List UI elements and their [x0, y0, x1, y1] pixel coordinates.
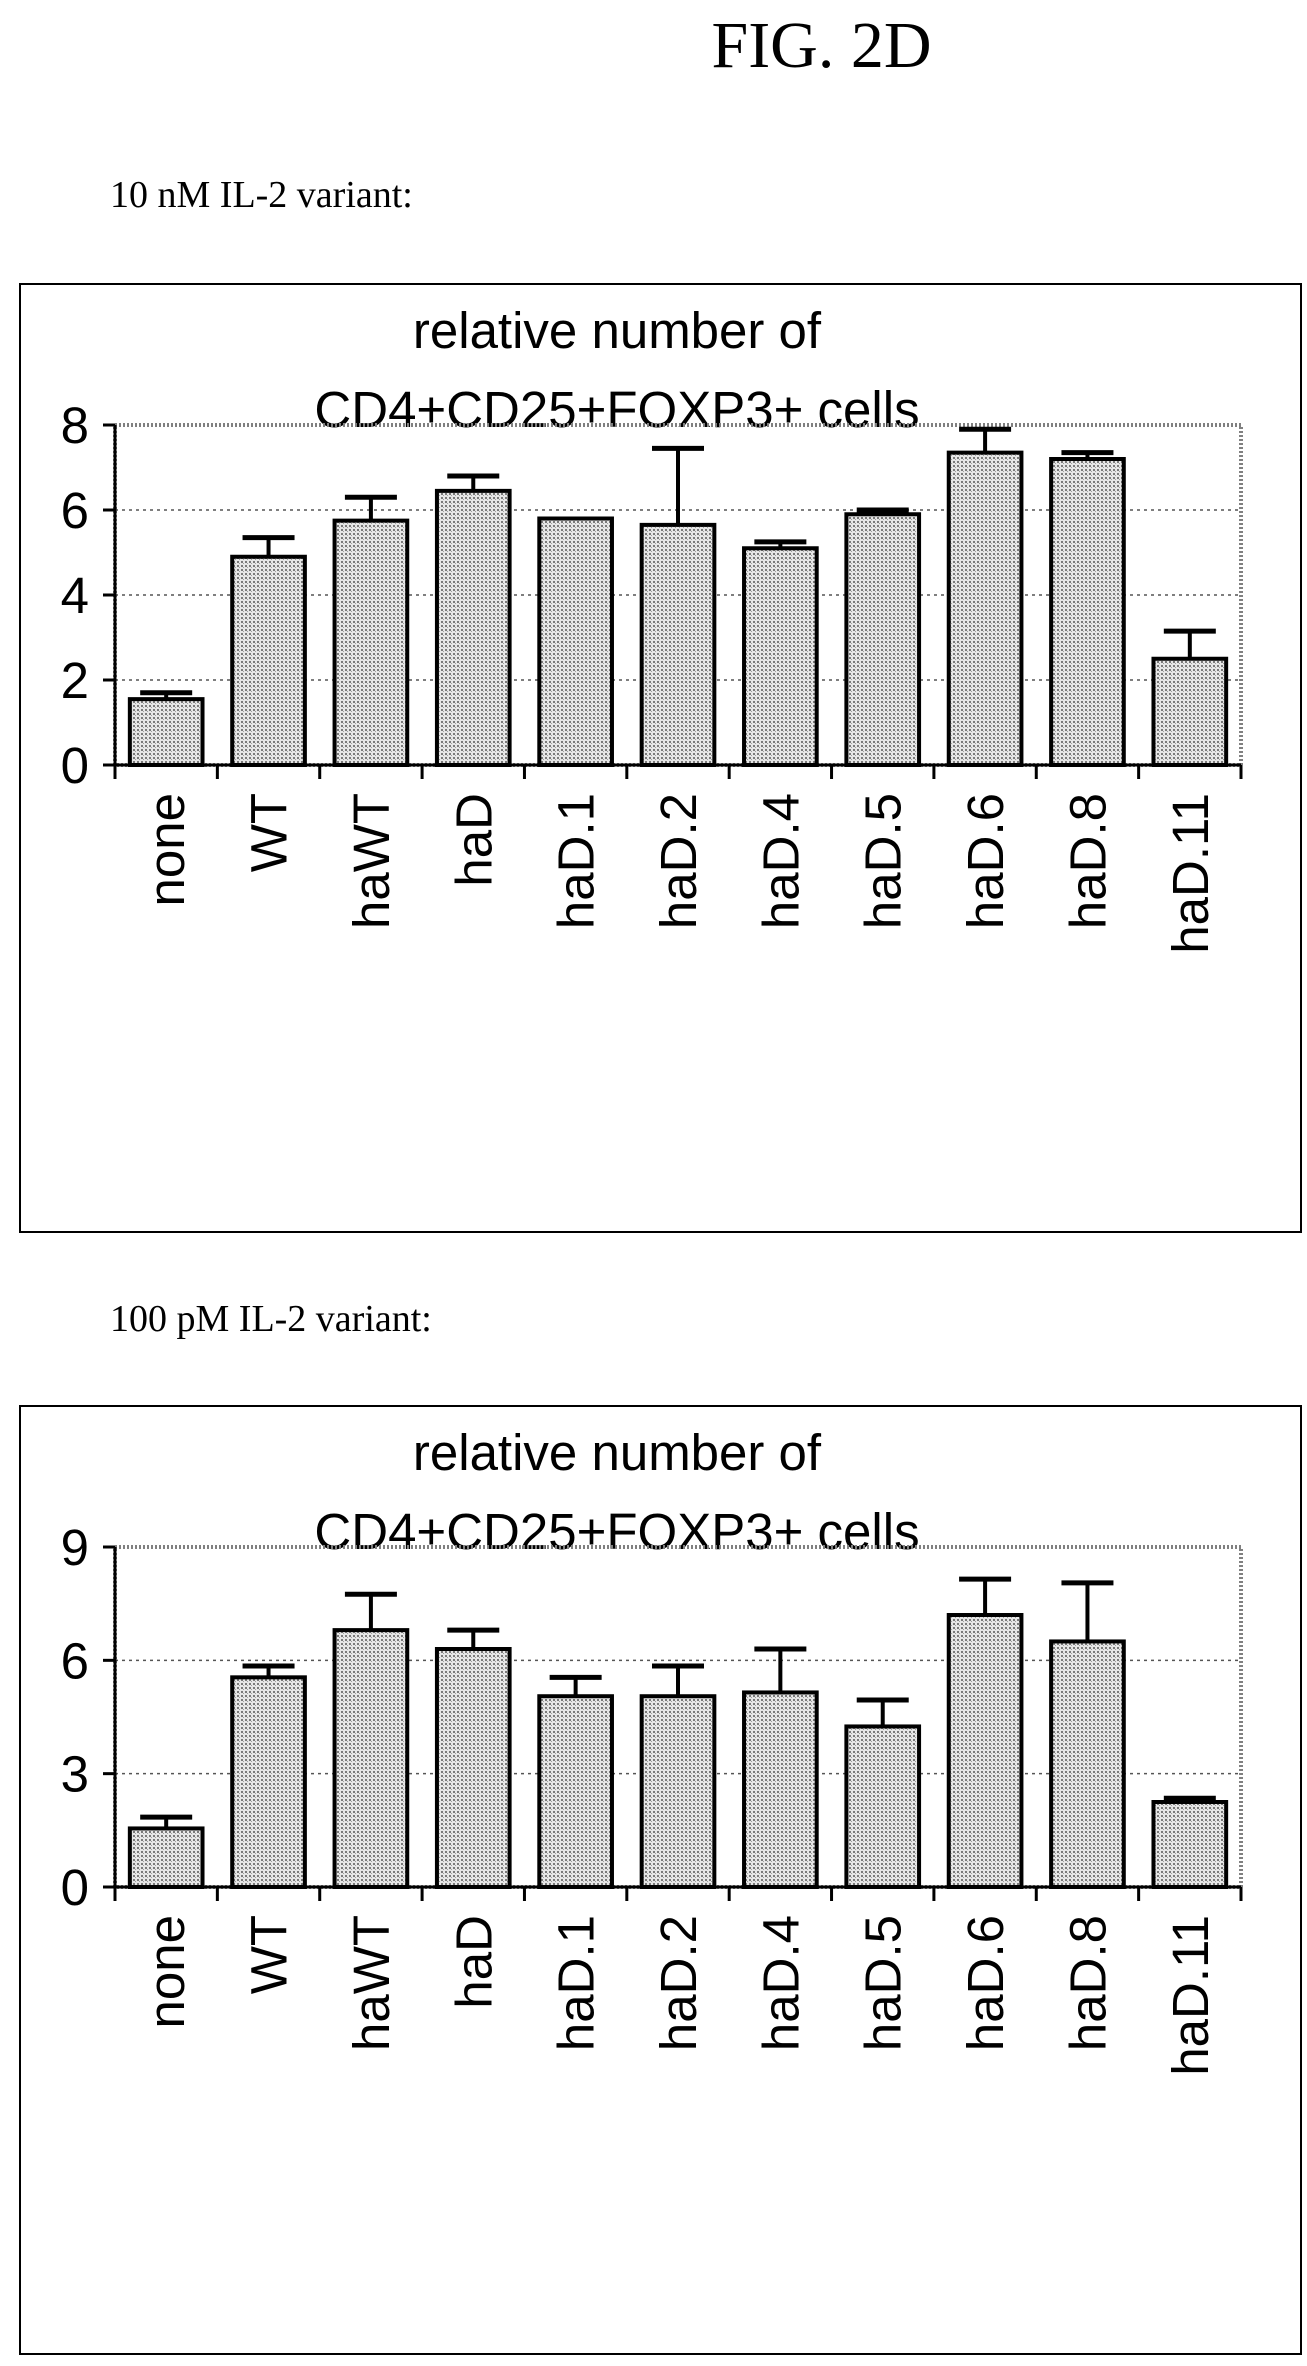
category-label: haD.4: [752, 1915, 809, 2051]
chart-subtitle: CD4+CD25+FOXP3+ cells: [314, 1503, 919, 1560]
category-label: haD: [445, 1915, 502, 2009]
bar-haD.11: [1151, 656, 1229, 767]
chart-subtitle: CD4+CD25+FOXP3+ cells: [314, 381, 919, 438]
bar-WT: [230, 1675, 307, 1890]
y-tick-label: 0: [61, 737, 89, 794]
bar-haWT: [332, 518, 410, 767]
category-label: haD.2: [650, 793, 707, 929]
panel-caption-10nm: 10 nM IL-2 variant:: [110, 174, 413, 216]
bar-haD.2: [639, 1694, 717, 1889]
bar-haD: [434, 1647, 512, 1889]
category-label: haWT: [343, 1915, 400, 2051]
category-label: haD.8: [1059, 793, 1116, 929]
y-tick-label: 2: [61, 652, 89, 709]
category-label: haD.4: [752, 793, 809, 929]
y-tick-label: 9: [61, 1519, 89, 1576]
bar-haD.8: [1049, 457, 1126, 767]
y-tick-label: 6: [61, 482, 89, 539]
category-label: WT: [241, 793, 298, 872]
category-label: haD.11: [1162, 793, 1219, 954]
category-label: haD.11: [1162, 1915, 1219, 2076]
bar-haD.4: [742, 546, 819, 767]
bar-haD.6: [946, 1613, 1024, 1889]
category-label: none: [138, 793, 195, 906]
bar-none: [127, 697, 205, 767]
bar-haD.5: [844, 512, 922, 767]
panel-caption-100pm: 100 pM IL-2 variant:: [110, 1298, 432, 1340]
category-label: haD.8: [1059, 1915, 1116, 2051]
bar-haD.1: [537, 516, 614, 767]
bar-haD.11: [1151, 1800, 1229, 1889]
category-label: haWT: [343, 793, 400, 929]
category-label: haD.2: [650, 1915, 707, 2051]
bar-chart-100pm: relative number of CD4+CD25+FOXP3+ cells 0…: [61, 1424, 1243, 2076]
y-tick-label: 8: [61, 397, 89, 454]
chart-frame-100pm: relative number of CD4+CD25+FOXP3+ cells 0…: [19, 1405, 1302, 2355]
chart-frame-10nm: relative number of CD4+CD25+FOXP3+ cells 0…: [19, 283, 1302, 1233]
bar-haD.6: [946, 450, 1024, 767]
bar-haD.5: [844, 1724, 922, 1890]
category-label: haD.1: [548, 1915, 605, 2051]
chart-title: relative number of: [413, 1424, 822, 1481]
bar-haD.8: [1049, 1639, 1126, 1889]
bar-haWT: [332, 1628, 410, 1889]
category-label: haD.1: [548, 793, 605, 929]
bar-haD.2: [639, 522, 717, 767]
bar-none: [127, 1826, 205, 1890]
bar-haD.4: [742, 1690, 819, 1890]
category-label: haD.5: [855, 1915, 912, 2051]
figure-title: FIG. 2D: [711, 9, 932, 82]
y-tick-label: 3: [61, 1746, 89, 1803]
category-label: none: [138, 1915, 195, 2028]
bar-haD.1: [537, 1694, 614, 1889]
y-tick-label: 4: [61, 567, 89, 624]
y-tick-label: 0: [61, 1859, 89, 1916]
chart-title: relative number of: [413, 302, 822, 359]
bar-chart-10nm: relative number of CD4+CD25+FOXP3+ cells 0…: [61, 302, 1243, 954]
bar-haD: [434, 488, 512, 767]
category-label: haD.6: [957, 1915, 1014, 2051]
category-label: haD: [445, 793, 502, 887]
category-label: WT: [241, 1915, 298, 1994]
category-label: haD.5: [855, 793, 912, 929]
bar-WT: [230, 554, 307, 767]
y-tick-label: 6: [61, 1632, 89, 1689]
category-label: haD.6: [957, 793, 1014, 929]
